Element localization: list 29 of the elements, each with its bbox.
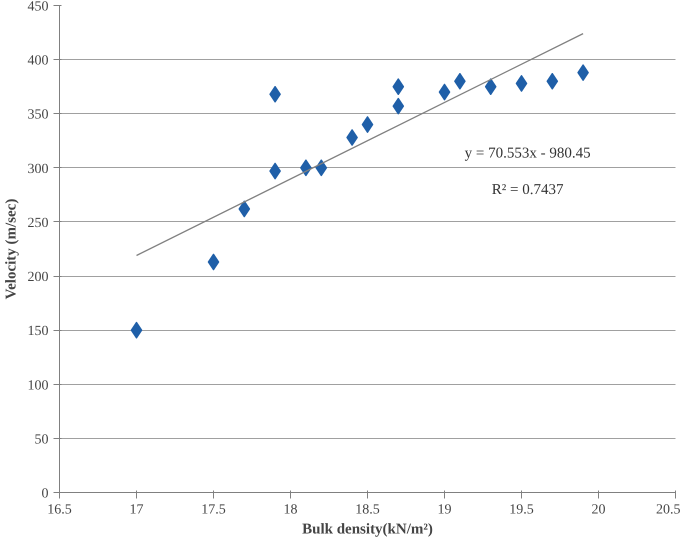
y-tick-label: 50	[34, 432, 48, 448]
y-tick-label: 450	[28, 0, 48, 14]
x-tick-label: 18.5	[355, 502, 380, 518]
point	[392, 78, 404, 96]
y-tick-label: 200	[28, 270, 48, 286]
y-tick-label: 100	[28, 378, 48, 394]
annotation: y = 70.553x - 980.45	[464, 145, 591, 162]
x-tick-label: 17	[130, 502, 144, 518]
x-axis-title: Bulk density(kN/m²)	[302, 522, 433, 538]
x-tick-label: 20	[592, 502, 606, 518]
point	[315, 159, 328, 176]
x-tick-label: 16.5	[47, 502, 72, 518]
x-tick-label: 20.5	[656, 502, 680, 518]
point	[484, 78, 497, 96]
x-tick-label: 19	[438, 502, 452, 518]
y-tick-label: 350	[28, 108, 48, 123]
annotation: R² = 0.7437	[492, 182, 564, 198]
y-tick-label: 150	[28, 324, 48, 340]
y-tick-label: 0	[42, 486, 48, 502]
point	[238, 200, 250, 218]
y-tick-label: 250	[28, 216, 48, 231]
x-tick-label: 19.5	[509, 502, 534, 518]
y-axis-title: Velocity (m/sec)	[4, 198, 20, 300]
point	[392, 98, 404, 115]
x-tick-label: 17.5	[201, 502, 226, 518]
y-tick-label: 300	[28, 162, 48, 177]
point	[546, 72, 558, 90]
y-tick-label: 400	[28, 54, 48, 69]
x-tick-label: 18	[284, 502, 298, 518]
